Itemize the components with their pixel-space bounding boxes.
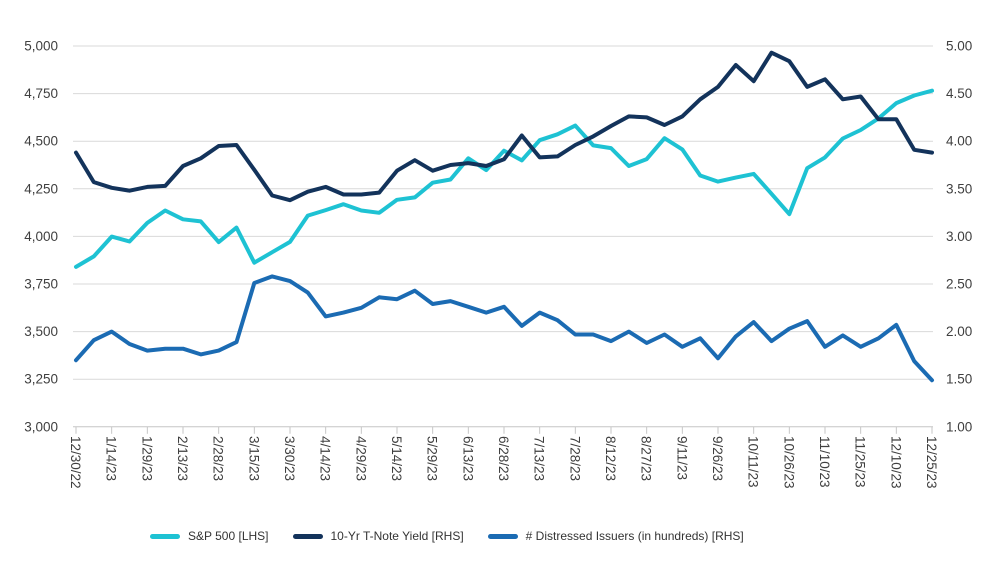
x-axis-tick-label: 10/26/23: [781, 436, 796, 489]
left-axis-tick-label: 3,750: [24, 277, 58, 292]
right-axis-tick-label: 3.50: [946, 181, 972, 196]
left-axis-tick-label: 4,250: [24, 181, 58, 196]
x-axis-tick-label: 8/27/23: [639, 436, 654, 481]
right-axis-tick-label: 2.50: [946, 277, 972, 292]
x-axis-tick-label: 4/14/23: [318, 436, 333, 481]
series-line-2: [74, 274, 934, 383]
left-axis-tick-label: 4,750: [24, 86, 58, 101]
right-axis-tick-label: 1.50: [946, 372, 972, 387]
x-axis-tick-label: 2/28/23: [211, 436, 226, 481]
left-axis-tick-label: 4,000: [24, 229, 58, 244]
x-axis-tick-label: 10/11/23: [746, 436, 761, 488]
legend-label-sp500: S&P 500 [LHS]: [188, 529, 269, 543]
legend: S&P 500 [LHS] 10-Yr T-Note Yield [RHS] #…: [150, 529, 744, 543]
x-axis-tick-label: 5/29/23: [425, 436, 440, 481]
left-axis-tick-label: 4,500: [24, 134, 58, 149]
right-axis-tick-label: 4.50: [946, 86, 972, 101]
x-axis-tick-label: 9/26/23: [710, 436, 725, 481]
x-axis-tick-label: 12/25/23: [924, 436, 939, 489]
left-axis-tick-label: 3,250: [24, 372, 58, 387]
legend-swatch-distressed-issuers: [487, 533, 518, 539]
left-axis-tick-label: 3,000: [24, 419, 58, 434]
legend-item-distressed-issuers: # Distressed Issuers (in hundreds) [RHS]: [487, 529, 744, 543]
right-axis-tick-label: 2.00: [946, 324, 972, 339]
legend-label-distressed-issuers: # Distressed Issuers (in hundreds) [RHS]: [525, 529, 744, 543]
x-axis-tick-label: 2/13/23: [175, 436, 190, 481]
legend-swatch-sp500: [150, 533, 180, 539]
x-axis-tick-label: 11/25/23: [853, 436, 868, 488]
right-axis-tick-label: 3.00: [946, 229, 972, 244]
x-axis-tick-label: 1/14/23: [104, 436, 119, 481]
x-axis-tick-label: 11/10/23: [817, 436, 832, 488]
left-axis-tick-label: 5,000: [24, 39, 58, 54]
x-axis-tick-label: 4/29/23: [353, 436, 368, 481]
legend-item-sp500: S&P 500 [LHS]: [150, 529, 269, 543]
x-axis-tick-label: 7/28/23: [567, 436, 582, 481]
right-axis-tick-label: 4.00: [946, 134, 972, 149]
x-axis-tick-label: 6/13/23: [460, 436, 475, 481]
x-axis-tick-label: 1/29/23: [139, 436, 154, 481]
line-chart: 5,000 5.00 4,750 4.50 4,500 4.00 4,250 3.50 4,00…: [24, 39, 972, 489]
right-axis-tick-label: 1.00: [946, 419, 972, 434]
series-line-1: [74, 50, 934, 203]
legend-swatch-tnote-yield: [292, 533, 323, 539]
x-axis-tick-label: 8/12/23: [603, 436, 618, 481]
x-axis-tick-label: 3/30/23: [282, 436, 297, 481]
right-axis-tick-label: 5.00: [946, 39, 972, 54]
legend-item-tnote-yield: 10-Yr T-Note Yield [RHS]: [292, 529, 464, 543]
x-axis-tick-label: 9/11/23: [674, 436, 689, 480]
x-axis-tick-label: 3/15/23: [246, 436, 261, 481]
series-line-0: [74, 88, 934, 269]
x-axis-tick-label: 12/30/22: [68, 436, 83, 489]
x-axis-tick-label: 12/10/23: [888, 436, 903, 489]
legend-label-tnote-yield: 10-Yr T-Note Yield [RHS]: [330, 529, 464, 543]
x-axis-tick-label: 7/13/23: [532, 436, 547, 481]
x-axis-tick-label: 6/28/23: [496, 436, 511, 481]
left-axis-tick-label: 3,500: [24, 324, 58, 339]
x-axis-tick-label: 5/14/23: [389, 436, 404, 481]
